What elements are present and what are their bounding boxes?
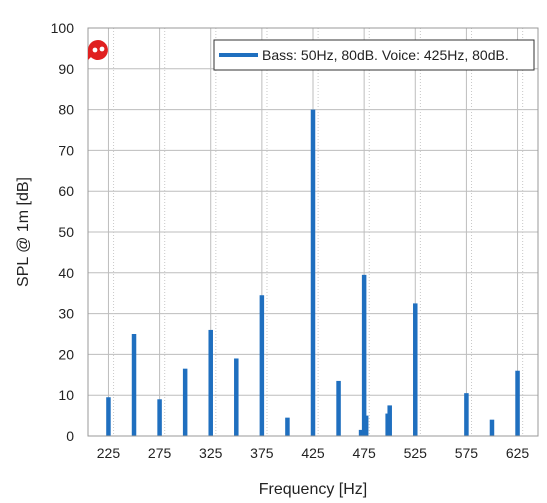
bar [361,274,367,436]
x-tick-label: 525 [404,445,428,461]
bar [259,295,265,436]
bar [310,109,316,436]
bar [489,419,495,436]
y-tick-label: 80 [58,102,74,118]
bars [106,109,520,436]
x-tick-label: 275 [148,445,172,461]
bar [515,370,520,436]
x-tick-label: 225 [97,445,121,461]
plot-frame [87,27,539,437]
bar [106,397,111,436]
y-axis-label: SPL @ 1m [dB] [15,177,32,287]
bar [464,393,469,436]
y-tick-label: 100 [51,20,75,36]
x-tick-label: 325 [199,445,223,461]
legend-box [213,39,535,71]
y-tick-label: 70 [58,142,74,158]
bar [413,303,418,436]
bar [358,429,364,436]
bar [234,358,239,436]
bar [182,368,188,436]
y-tick-label: 40 [58,265,74,281]
x-axis-label: Frequency [Hz] [259,481,367,498]
y-tick-label: 0 [66,428,74,444]
bar [157,399,162,436]
bar [363,415,369,436]
x-axis-ticks: 225 275 325 375 425 475 525 575 625 [97,445,530,461]
bar [336,380,341,436]
bar [387,405,392,436]
y-tick-label: 20 [58,346,74,362]
y-tick-label: 60 [58,183,74,199]
x-tick-label: 375 [250,445,274,461]
x-tick-label: 575 [455,445,479,461]
x-tick-label: 625 [506,445,530,461]
brand-logo-icon [88,40,108,60]
y-tick-label: 10 [58,387,74,403]
x-tick-label: 425 [301,445,325,461]
y-tick-label: 30 [58,306,74,322]
legend-entry: Bass: 50Hz, 80dB. Voice: 425Hz, 80dB. [262,47,509,63]
y-tick-label: 90 [58,61,74,77]
x-tick-label: 475 [352,445,376,461]
y-tick-label: 50 [58,224,74,240]
bar [131,334,137,436]
bar [208,329,213,436]
legend: Bass: 50Hz, 80dB. Voice: 425Hz, 80dB. [213,39,535,71]
y-axis-ticks: 0 10 20 30 40 50 60 70 80 90 100 [51,20,75,444]
bar [285,417,290,436]
